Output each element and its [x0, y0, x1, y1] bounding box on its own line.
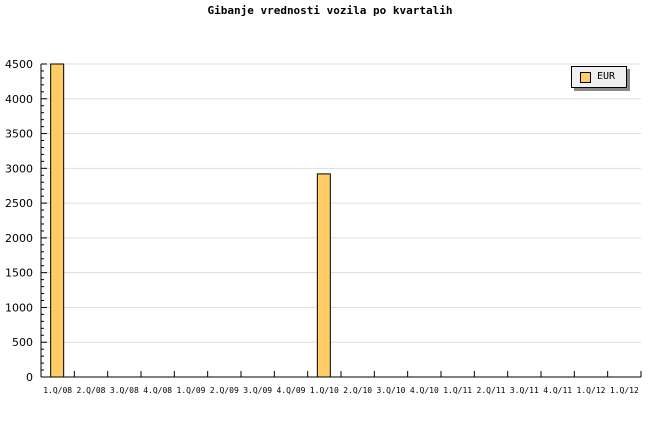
x-tick-label: 2.Q/09 [210, 386, 239, 395]
chart-title: Gibanje vrednosti vozila po kvartalih [207, 4, 453, 17]
legend: EUR [571, 66, 627, 88]
legend-swatch [580, 72, 591, 83]
x-tick-label: 3.Q/08 [110, 386, 139, 395]
y-tick-label: 1000 [5, 301, 33, 314]
x-tick-label: 1.Q/10 [310, 386, 339, 395]
x-tick-label: 2.Q/08 [77, 386, 106, 395]
legend-label: EUR [597, 71, 616, 82]
x-tick-label: 2.Q/11 [477, 386, 506, 395]
x-tick-label: 3.Q/11 [510, 386, 539, 395]
y-tick-label: 4000 [5, 93, 33, 106]
y-tick-label: 2500 [5, 197, 33, 210]
y-tick-label: 0 [26, 371, 33, 384]
y-tick-label: 1500 [5, 267, 33, 280]
x-tick-label: 4.Q/11 [543, 386, 572, 395]
y-tick-label: 3000 [5, 162, 33, 175]
x-tick-label: 2.Q/10 [343, 386, 372, 395]
x-tick-label: 1.Q/08 [43, 386, 72, 395]
x-tick-label: 4.Q/10 [410, 386, 439, 395]
bar [50, 63, 65, 378]
x-tick-label: 4.Q/09 [277, 386, 306, 395]
y-tick-label: 500 [12, 336, 33, 349]
bar [316, 173, 331, 378]
x-tick-label: 1.Q/09 [177, 386, 206, 395]
y-tick-label: 3500 [5, 128, 33, 141]
x-tick-label: 3.Q/10 [377, 386, 406, 395]
x-tick-label: 4.Q/08 [143, 386, 172, 395]
x-tick-label: 1.Q/12 [610, 386, 639, 395]
y-tick-label: 4500 [5, 58, 33, 71]
y-tick-label: 2000 [5, 232, 33, 245]
x-tick-label: 1.Q/11 [443, 386, 472, 395]
x-tick-label: 1.Q/12 [577, 386, 606, 395]
x-tick-label: 3.Q/09 [243, 386, 272, 395]
